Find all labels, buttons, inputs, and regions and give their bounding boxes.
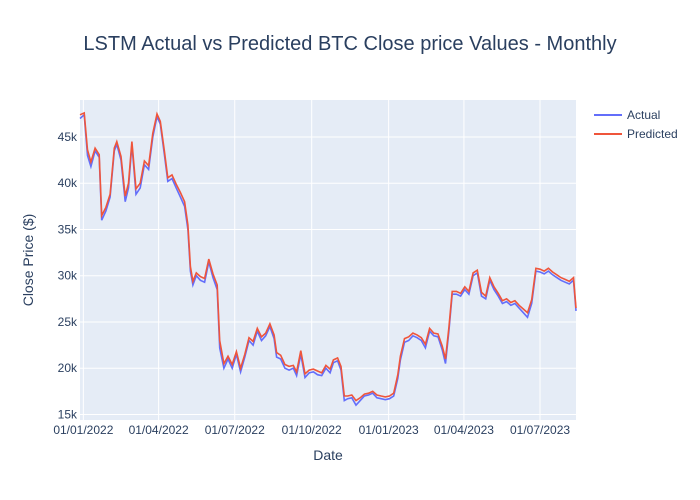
legend-label-predicted: Predicted [627, 127, 678, 141]
x-tick-label: 01/07/2022 [205, 423, 265, 437]
x-tick-labels: 01/01/2022 01/04/2022 01/07/2022 01/10/2022… [53, 423, 570, 437]
y-tick-label: 25k [58, 315, 78, 329]
x-tick-label: 01/10/2022 [282, 423, 342, 437]
y-tick-label: 15k [58, 407, 78, 421]
y-tick-label: 35k [58, 222, 78, 236]
chart-title: LSTM Actual vs Predicted BTC Close price… [83, 33, 616, 55]
legend-label-actual: Actual [627, 108, 660, 122]
x-tick-label: 01/04/2023 [434, 423, 494, 437]
y-axis-title: Close Price ($) [20, 214, 36, 307]
legend[interactable]: Actual Predicted [594, 108, 678, 141]
x-axis-title: Date [313, 447, 343, 463]
y-tick-label: 45k [58, 130, 78, 144]
x-tick-label: 01/07/2023 [510, 423, 570, 437]
x-gridlines [82, 100, 541, 420]
x-tick-label: 01/01/2022 [53, 423, 113, 437]
x-tick-label: 01/01/2023 [359, 423, 419, 437]
plot-lines [79, 111, 577, 407]
y-tick-label: 30k [58, 269, 78, 283]
y-tick-label: 40k [58, 176, 78, 190]
series-line-predicted [79, 111, 577, 402]
y-tick-label: 20k [58, 361, 78, 375]
x-tick-label: 01/04/2022 [129, 423, 189, 437]
legend-item-actual[interactable]: Actual [594, 108, 660, 122]
plot-area [80, 100, 576, 420]
legend-item-predicted[interactable]: Predicted [594, 127, 678, 141]
y-tick-labels: 15k 20k 25k 30k 35k 40k 45k [58, 130, 78, 421]
